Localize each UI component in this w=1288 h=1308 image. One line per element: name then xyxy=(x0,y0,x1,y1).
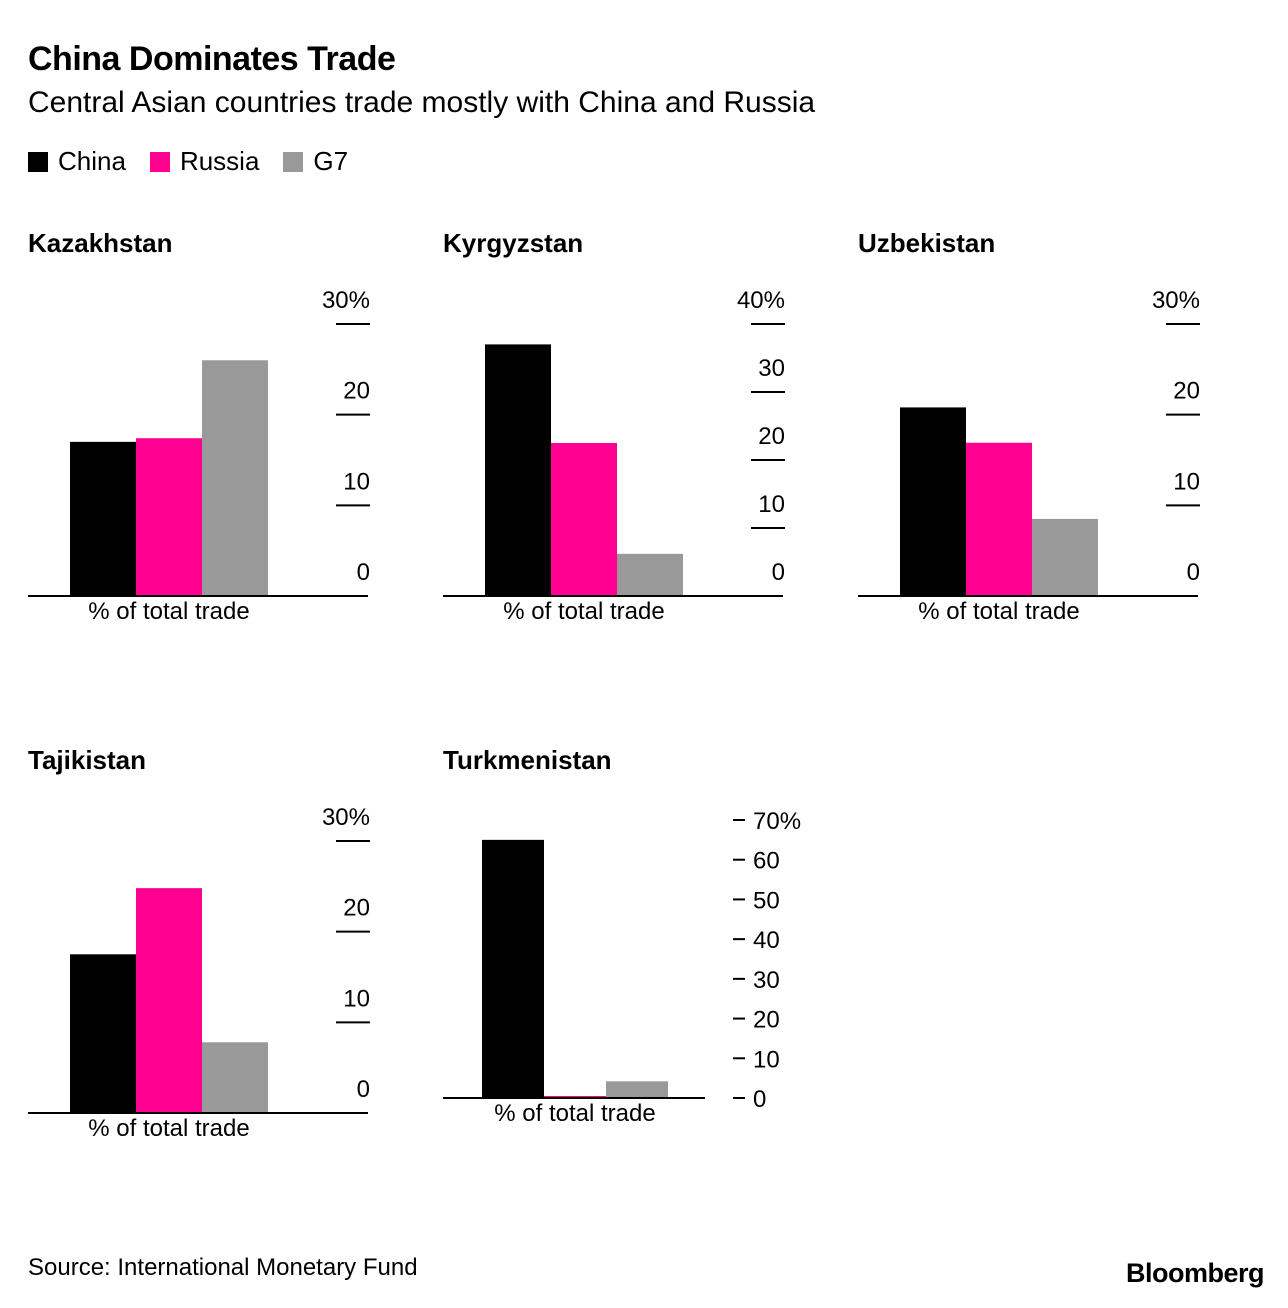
kazakhstan-tick-label-10: 10 xyxy=(343,468,370,495)
kazakhstan-bar-china xyxy=(70,441,136,596)
tajikistan-x-axis-label: % of total trade xyxy=(88,1115,249,1142)
legend-swatch-g7 xyxy=(283,151,304,172)
legend-item-g7: G7 xyxy=(283,146,348,177)
tajikistan-tick-label-0: 0 xyxy=(357,1076,370,1103)
tajikistan-tick-label-30: 30% xyxy=(322,804,370,831)
panel-title-turkmenistan: Turkmenistan xyxy=(443,745,612,775)
panel-title-kazakhstan: Kazakhstan xyxy=(28,228,173,258)
panel-title-uzbekistan: Uzbekistan xyxy=(858,228,996,258)
tajikistan-bar-g7 xyxy=(202,1042,268,1113)
turkmenistan-bar-g7 xyxy=(606,1081,668,1098)
legend-label-china: China xyxy=(58,146,126,176)
kazakhstan-tick-label-20: 20 xyxy=(343,378,370,405)
kyrgyzstan-tick-label-10: 10 xyxy=(758,491,785,518)
chart-kyrgyzstan: 0 10 20 30 40% % of total trade xyxy=(443,287,785,625)
kyrgyzstan-tick-label-0: 0 xyxy=(772,559,785,586)
legend-item-russia: Russia xyxy=(149,146,260,177)
turkmenistan-bar-china xyxy=(482,839,544,1098)
kazakhstan-bar-g7 xyxy=(202,360,268,596)
kazakhstan-x-axis-label: % of total trade xyxy=(88,598,249,625)
turkmenistan-tick-label-30: 30 xyxy=(753,967,780,994)
kyrgyzstan-bar-g7 xyxy=(617,553,683,596)
kyrgyzstan-bar-china xyxy=(485,344,551,596)
turkmenistan-tick-label-50: 50 xyxy=(753,887,780,914)
uzbekistan-tick-label-30: 30% xyxy=(1152,287,1200,314)
uzbekistan-bar-g7 xyxy=(1032,518,1098,596)
chart-turkmenistan: 0 10 20 30 40 50 60 70% % of total trade xyxy=(443,808,801,1127)
turkmenistan-tick-label-20: 20 xyxy=(753,1007,780,1034)
uzbekistan-tick-label-0: 0 xyxy=(1187,559,1200,586)
legend-label-russia: Russia xyxy=(179,146,260,176)
legend-swatch-russia xyxy=(149,151,170,172)
kyrgyzstan-tick-label-30: 30 xyxy=(758,355,785,382)
kazakhstan-tick-label-0: 0 xyxy=(357,559,370,586)
uzbekistan-x-axis-label: % of total trade xyxy=(918,598,1079,625)
bloomberg-logo: Bloomberg xyxy=(1125,1258,1265,1288)
kyrgyzstan-tick-label-40: 40% xyxy=(737,287,785,314)
panel-title-kyrgyzstan: Kyrgyzstan xyxy=(443,228,584,258)
turkmenistan-tick-label-60: 60 xyxy=(753,848,780,875)
source-note: Source: International Monetary Fund xyxy=(28,1254,418,1281)
turkmenistan-tick-label-0: 0 xyxy=(753,1086,766,1113)
kyrgyzstan-tick-label-20: 20 xyxy=(758,423,785,450)
chart-subtitle: Central Asian countries trade mostly wit… xyxy=(28,86,816,119)
uzbekistan-tick-label-20: 20 xyxy=(1173,378,1200,405)
chart-kazakhstan: 0 10 20 30% % of total trade xyxy=(28,287,370,625)
kyrgyzstan-x-axis-label: % of total trade xyxy=(503,598,664,625)
chart-uzbekistan: 0 10 20 30% % of total trade xyxy=(858,287,1200,625)
turkmenistan-x-axis-label: % of total trade xyxy=(494,1100,655,1127)
uzbekistan-bar-china xyxy=(900,407,966,596)
panel-title-tajikistan: Tajikistan xyxy=(28,745,147,775)
legend-swatch-china xyxy=(28,151,48,172)
chart-title: China Dominates Trade xyxy=(28,40,396,78)
turkmenistan-tick-label-70: 70% xyxy=(753,808,801,835)
tajikistan-bar-russia xyxy=(136,888,202,1113)
legend-label-g7: G7 xyxy=(313,146,349,176)
turkmenistan-tick-label-10: 10 xyxy=(753,1046,780,1073)
uzbekistan-tick-label-10: 10 xyxy=(1173,468,1200,495)
tajikistan-tick-label-20: 20 xyxy=(343,895,370,922)
uzbekistan-bar-russia xyxy=(966,442,1032,596)
turkmenistan-tick-label-40: 40 xyxy=(753,927,780,954)
kazakhstan-bar-russia xyxy=(136,438,202,596)
legend: China Russia G7 xyxy=(28,146,372,177)
kyrgyzstan-bar-russia xyxy=(551,443,617,596)
chart-tajikistan: 0 10 20 30% % of total trade xyxy=(28,804,370,1142)
kazakhstan-tick-label-30: 30% xyxy=(322,287,370,314)
tajikistan-bar-china xyxy=(70,954,136,1113)
legend-item-china: China xyxy=(28,146,126,177)
tajikistan-tick-label-10: 10 xyxy=(343,985,370,1012)
